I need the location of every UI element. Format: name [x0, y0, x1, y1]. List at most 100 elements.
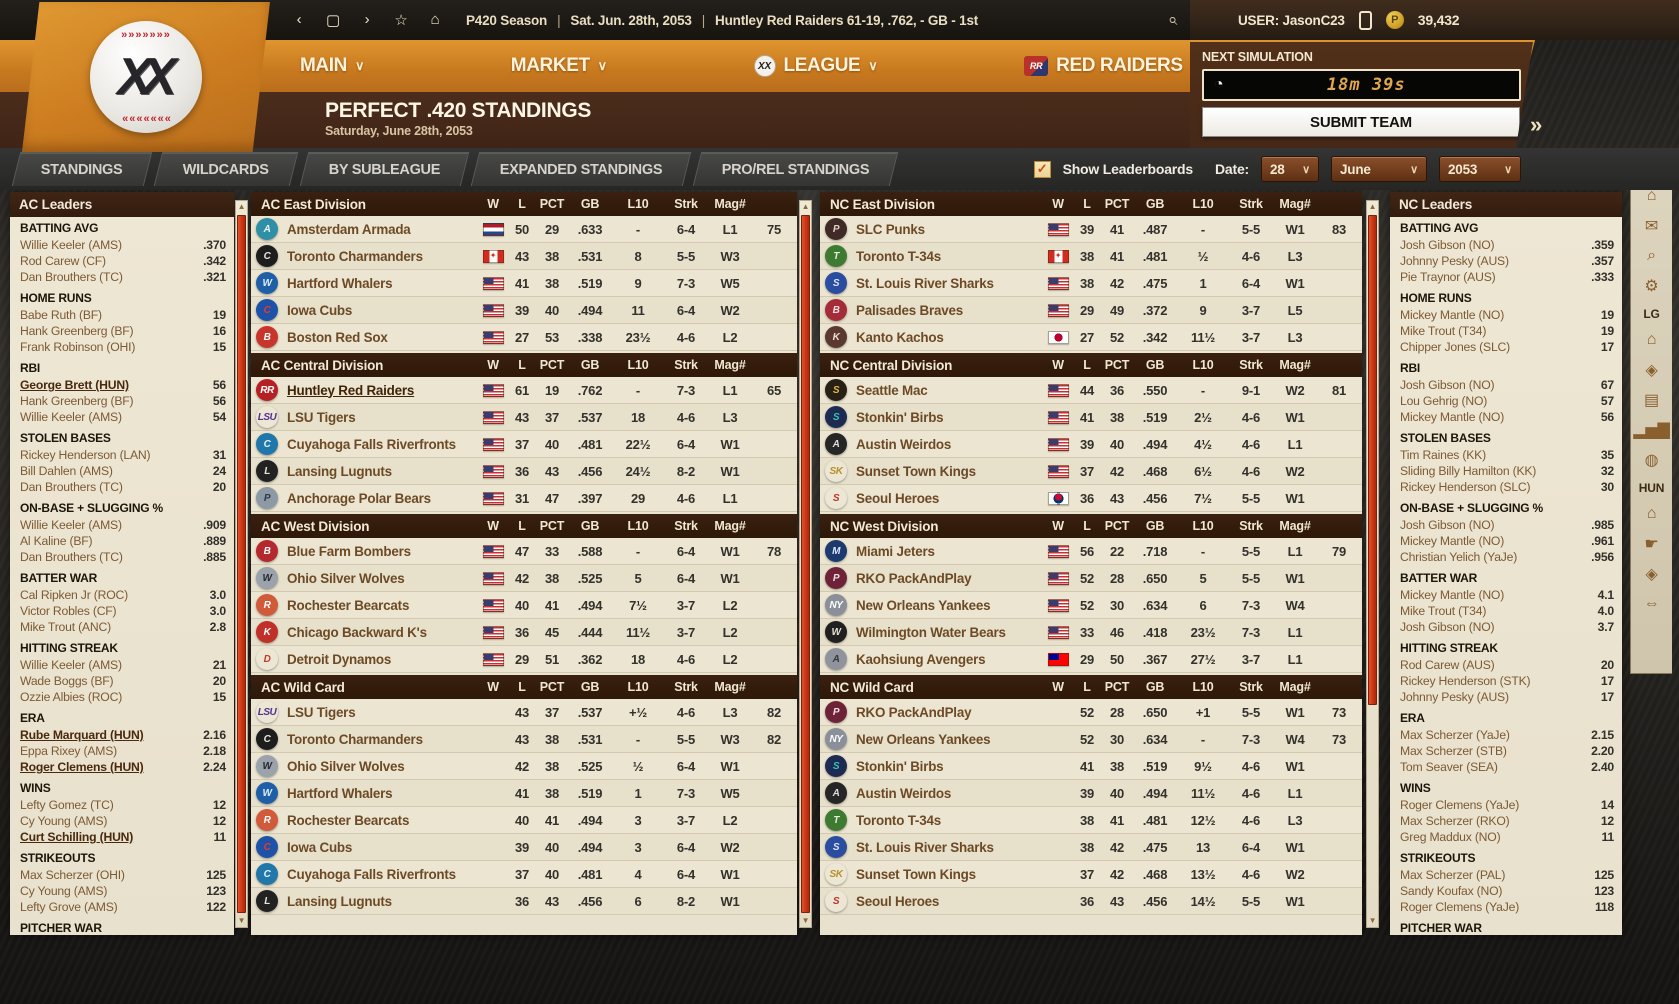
team-name[interactable]: Toronto Charmanders — [287, 731, 423, 747]
menu-main[interactable]: MAIN ∨ — [300, 55, 365, 76]
search-icon[interactable]: ⌕ — [1647, 247, 1656, 264]
table-row[interactable]: A Austin Weirdos 39 40 .494 4½ 4-6 L1 — [820, 431, 1362, 458]
table-row[interactable]: W Wilmington Water Bears 33 46 .418 23½ … — [820, 619, 1362, 646]
table-row[interactable]: B Boston Red Sox 27 53 .338 23½ 4-6 L2 — [251, 324, 797, 351]
table-row[interactable]: B Palisades Braves 29 49 .372 9 3-7 L5 — [820, 297, 1362, 324]
leader-row[interactable]: Pie Traynor (AUS) .333 — [1400, 269, 1614, 285]
leader-row[interactable]: Roger Clemens (HUN) 2.24 — [20, 759, 226, 775]
table-row[interactable]: S Stonkin' Birbs 41 38 .519 9½ 4-6 W1 — [820, 753, 1362, 780]
team-name[interactable]: Cuyahoga Falls Riverfronts — [287, 436, 456, 452]
scroll-thumb[interactable] — [801, 215, 810, 913]
table-row[interactable]: S St. Louis River Sharks 38 42 .475 1 6-… — [820, 270, 1362, 297]
team-name[interactable]: Miami Jeters — [856, 543, 935, 559]
leader-row[interactable]: Rod Carew (AUS) 20 — [1400, 657, 1614, 673]
table-row[interactable]: L Lansing Lugnuts 36 43 .456 24½ 8-2 W1 — [251, 458, 797, 485]
team-name[interactable]: New Orleans Yankees — [856, 597, 991, 613]
leader-row[interactable]: Sandy Koufax (NO) 123 — [1400, 883, 1614, 899]
leader-row[interactable]: Josh Gibson (NO) .985 — [1400, 517, 1614, 533]
leader-row[interactable]: Mickey Mantle (NO) .961 — [1400, 533, 1614, 549]
team-name[interactable]: Austin Weirdos — [856, 436, 952, 452]
table-row[interactable]: A Kaohsiung Avengers 29 50 .367 27½ 3-7 … — [820, 646, 1362, 673]
leader-row[interactable]: Cy Young (AMS) 123 — [20, 883, 226, 899]
leader-row[interactable]: Willie Keeler (AMS) 21 — [20, 657, 226, 673]
leader-row[interactable]: Mike Trout (T34) 19 — [1400, 323, 1614, 339]
table-row[interactable]: C Cuyahoga Falls Riverfronts 37 40 .481 … — [251, 861, 797, 888]
table-row[interactable]: P SLC Punks 39 41 .487 - 5-5 W1 83 — [820, 216, 1362, 243]
table-row[interactable]: R Rochester Bearcats 40 41 .494 7½ 3-7 L… — [251, 592, 797, 619]
tab[interactable]: PRO/REL STANDINGS — [693, 152, 900, 186]
leader-row[interactable]: Hank Greenberg (BF) 56 — [20, 393, 226, 409]
scroll-down-icon[interactable]: ▼ — [1368, 916, 1377, 925]
leader-row[interactable]: Dan Brouthers (TC) .885 — [20, 549, 226, 565]
table-row[interactable]: S Seattle Mac 44 36 .550 - 9-1 W2 81 — [820, 377, 1362, 404]
leader-row[interactable]: Lou Gehrig (NO) 57 — [1400, 393, 1614, 409]
leader-row[interactable]: Max Scherzer (YaJe) 2.15 — [1400, 727, 1614, 743]
team-name[interactable]: Toronto T-34s — [856, 248, 941, 264]
team-name[interactable]: Hartford Whalers — [287, 785, 393, 801]
table-row[interactable]: W Ohio Silver Wolves 42 38 .525 ½ 6-4 W1 — [251, 753, 797, 780]
swap-icon[interactable]: ⇔ — [1643, 595, 1660, 612]
scroll-down-icon[interactable]: ▼ — [801, 916, 810, 925]
scroll-up-icon[interactable]: ▲ — [801, 202, 810, 211]
table-row[interactable]: A Austin Weirdos 39 40 .494 11½ 4-6 L1 — [820, 780, 1362, 807]
leader-row[interactable]: Mickey Mantle (NO) 4.1 — [1400, 587, 1614, 603]
team-name[interactable]: Seattle Mac — [856, 382, 928, 398]
table-row[interactable]: C Iowa Cubs 39 40 .494 3 6-4 W2 — [251, 834, 797, 861]
leader-row[interactable]: Mike Trout (T34) 4.0 — [1400, 603, 1614, 619]
forward-icon[interactable]: › — [364, 11, 370, 28]
table-row[interactable]: K Chicago Backward K's 36 45 .444 11½ 3-… — [251, 619, 797, 646]
tab[interactable]: BY SUBLEAGUE — [299, 152, 470, 186]
team-name[interactable]: Ohio Silver Wolves — [287, 570, 405, 586]
team-name[interactable]: LSU Tigers — [287, 704, 356, 720]
leader-row[interactable]: Chipper Jones (SLC) 17 — [1400, 339, 1614, 355]
team-name[interactable]: Sunset Town Kings — [856, 463, 976, 479]
leader-row[interactable]: Rube Marquard (HUN) 2.16 — [20, 727, 226, 743]
table-row[interactable]: SK Sunset Town Kings 37 42 .468 13½ 4-6 … — [820, 861, 1362, 888]
team-name[interactable]: Amsterdam Armada — [287, 221, 411, 237]
table-row[interactable]: T Toronto T-34s 38 41 .481 ½ 4-6 L3 — [820, 243, 1362, 270]
month-dropdown[interactable]: June ∨ — [1331, 156, 1427, 182]
scroll-up-icon[interactable]: ▲ — [237, 202, 246, 211]
leader-row[interactable]: Rod Carew (CF) .342 — [20, 253, 226, 269]
team-name[interactable]: Sunset Town Kings — [856, 866, 976, 882]
mail-icon[interactable]: ✉ — [1644, 218, 1659, 235]
team-name[interactable]: Chicago Backward K's — [287, 624, 427, 640]
leader-row[interactable]: Max Scherzer (OHI) 125 — [20, 867, 226, 883]
leader-row[interactable]: Max Scherzer (PAL) 125 — [1400, 867, 1614, 883]
table-row[interactable]: S Seoul Heroes 36 43 .456 14½ 5-5 W1 — [820, 888, 1362, 915]
menu-market[interactable]: MARKET ∨ — [510, 55, 607, 76]
team-name[interactable]: St. Louis River Sharks — [856, 839, 994, 855]
team-name[interactable]: Iowa Cubs — [287, 839, 353, 855]
leader-row[interactable]: Willie Keeler (AMS) 54 — [20, 409, 226, 425]
favorite-icon[interactable]: ☆ — [394, 12, 408, 29]
team-name[interactable]: Seoul Heroes — [856, 490, 940, 506]
home-icon[interactable]: ⌂ — [1646, 187, 1657, 204]
table-row[interactable]: P RKO PackAndPlay 52 28 .650 5 5-5 W1 — [820, 565, 1362, 592]
team-name[interactable]: Iowa Cubs — [287, 302, 353, 318]
leader-row[interactable]: Mickey Mantle (NO) 19 — [1400, 307, 1614, 323]
baseball-icon[interactable]: ◍ — [1644, 452, 1659, 469]
tab[interactable]: STANDINGS — [11, 152, 152, 186]
team-name[interactable]: Ohio Silver Wolves — [287, 758, 405, 774]
table-row[interactable]: K Kanto Kachos 27 52 .342 11½ 3-7 L3 — [820, 324, 1362, 351]
leader-row[interactable]: Johnny Pesky (AUS) 17 — [1400, 689, 1614, 705]
table-row[interactable]: B Blue Farm Bombers 47 33 .588 - 6-4 W1 … — [251, 538, 797, 565]
menu-red-raiders[interactable]: RR RED RAIDERS ∨ — [1024, 55, 1200, 77]
team-name[interactable]: Blue Farm Bombers — [287, 543, 411, 559]
table-row[interactable]: W Hartford Whalers 41 38 .519 1 7-3 W5 — [251, 780, 797, 807]
submit-team-button[interactable]: SUBMIT TEAM — [1202, 107, 1520, 137]
team-name[interactable]: New Orleans Yankees — [856, 731, 991, 747]
leader-row[interactable]: Tim Raines (KK) 35 — [1400, 447, 1614, 463]
menu-league[interactable]: XX LEAGUE ∨ — [753, 55, 878, 77]
leader-row[interactable]: Josh Gibson (NO) 67 — [1400, 377, 1614, 393]
team-name[interactable]: Lansing Lugnuts — [287, 463, 392, 479]
lineup-icon[interactable]: ☛ — [1644, 536, 1659, 553]
team-name[interactable]: Toronto T-34s — [856, 812, 941, 828]
scroll-down-icon[interactable]: ▼ — [237, 916, 246, 925]
leader-row[interactable]: Babe Ruth (BF) 19 — [20, 307, 226, 323]
table-row[interactable]: L Lansing Lugnuts 36 43 .456 6 8-2 W1 — [251, 888, 797, 915]
leader-row[interactable]: Willie Keeler (AMS) .909 — [20, 517, 226, 533]
leader-row[interactable]: Curt Schilling (HUN) 11 — [20, 829, 226, 845]
card-icon[interactable]: ▤ — [1644, 392, 1659, 409]
scroll-thumb[interactable] — [1368, 215, 1377, 705]
